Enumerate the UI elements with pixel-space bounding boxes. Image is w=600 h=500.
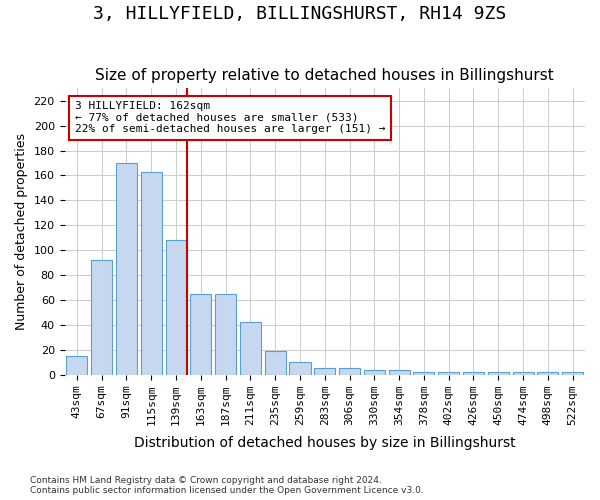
Bar bbox=[364, 370, 385, 374]
Bar bbox=[537, 372, 559, 374]
Bar bbox=[91, 260, 112, 374]
Bar bbox=[339, 368, 360, 374]
Title: Size of property relative to detached houses in Billingshurst: Size of property relative to detached ho… bbox=[95, 68, 554, 83]
Bar bbox=[562, 372, 583, 374]
Bar bbox=[116, 163, 137, 374]
Y-axis label: Number of detached properties: Number of detached properties bbox=[15, 133, 28, 330]
Bar bbox=[389, 370, 410, 374]
Bar bbox=[314, 368, 335, 374]
Bar bbox=[265, 351, 286, 374]
Text: 3, HILLYFIELD, BILLINGSHURST, RH14 9ZS: 3, HILLYFIELD, BILLINGSHURST, RH14 9ZS bbox=[94, 5, 506, 23]
Bar bbox=[289, 362, 311, 374]
Text: Contains HM Land Registry data © Crown copyright and database right 2024.
Contai: Contains HM Land Registry data © Crown c… bbox=[30, 476, 424, 495]
Bar bbox=[141, 172, 162, 374]
Bar bbox=[463, 372, 484, 374]
Bar bbox=[190, 294, 211, 374]
Bar bbox=[67, 356, 88, 374]
Bar bbox=[488, 372, 509, 374]
Bar bbox=[438, 372, 459, 374]
Bar bbox=[215, 294, 236, 374]
Bar bbox=[240, 322, 261, 374]
X-axis label: Distribution of detached houses by size in Billingshurst: Distribution of detached houses by size … bbox=[134, 436, 515, 450]
Bar bbox=[512, 372, 533, 374]
Bar bbox=[413, 372, 434, 374]
Text: 3 HILLYFIELD: 162sqm
← 77% of detached houses are smaller (533)
22% of semi-deta: 3 HILLYFIELD: 162sqm ← 77% of detached h… bbox=[75, 101, 385, 134]
Bar bbox=[166, 240, 187, 374]
